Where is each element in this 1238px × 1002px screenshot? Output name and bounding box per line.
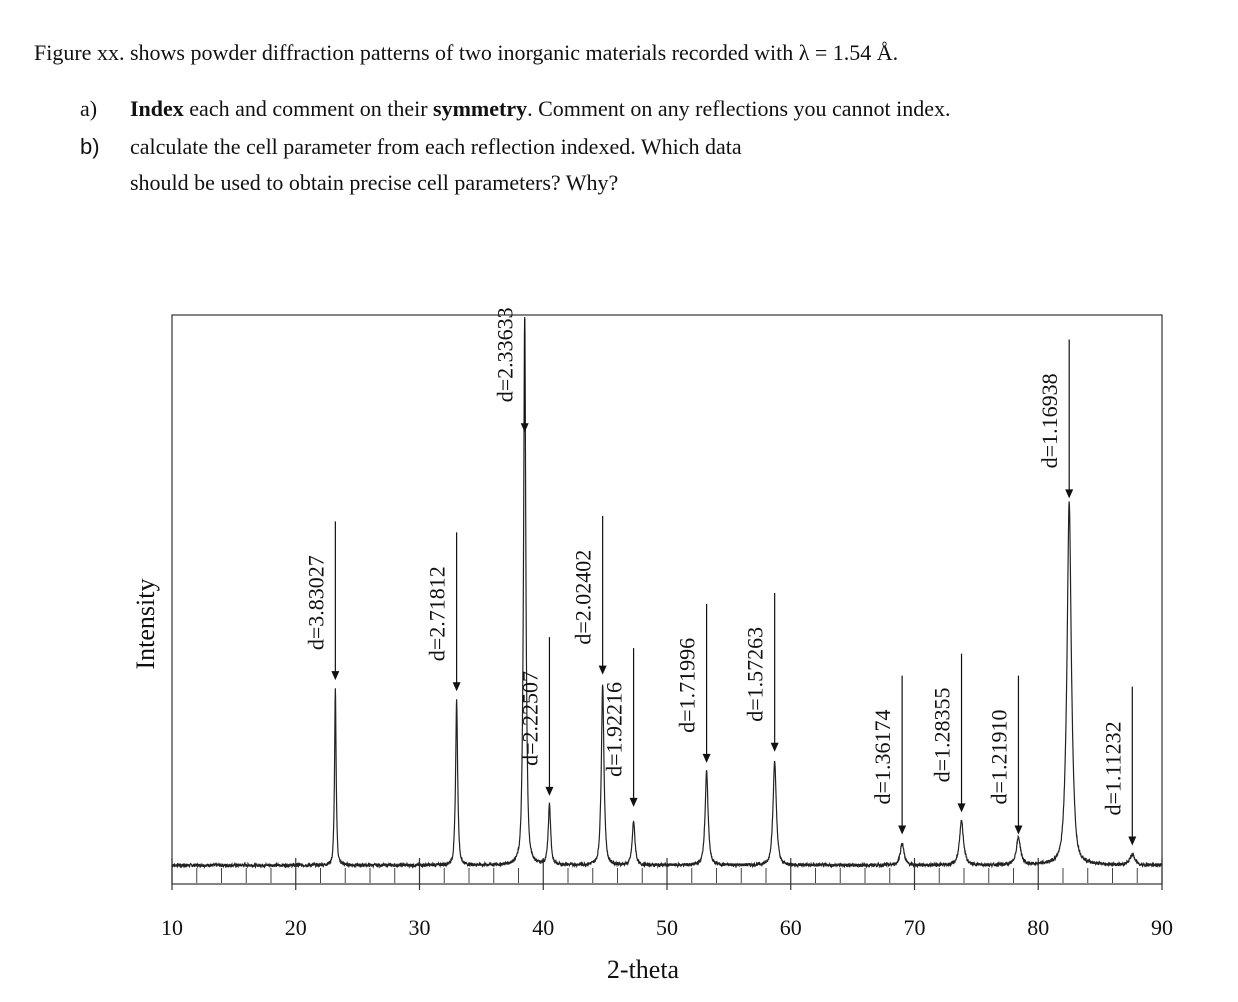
peak-marker: d=1.21910 (986, 675, 1023, 835)
part-a-text1: each and comment on their (183, 96, 434, 121)
peak-marker: d=2.33633 (493, 307, 529, 433)
marker-arrowhead (545, 786, 554, 796)
x-tick-labels: 10 20 30 40 50 60 70 80 90 (161, 915, 1173, 940)
part-a-text2: . Comment on any reflections you cannot … (527, 96, 951, 121)
peak-d-label: d=1.71996 (675, 638, 700, 733)
x-tick-label: 70 (904, 915, 926, 940)
peak-d-label: d=3.83027 (303, 555, 328, 650)
peak-marker: d=1.16938 (1037, 339, 1074, 499)
peak-marker: d=1.57263 (743, 593, 779, 752)
peak-marker: d=1.11232 (1100, 686, 1137, 846)
marker-arrowhead (1128, 836, 1137, 846)
marker-arrowhead (520, 423, 529, 433)
question-intro: Figure xx. shows powder diffraction patt… (34, 40, 899, 65)
peak-d-label: d=1.36174 (870, 710, 895, 805)
peak-marker: d=1.36174 (870, 675, 907, 835)
part-b-marker: b) (80, 134, 100, 159)
peak-marker: d=2.71812 (425, 532, 461, 692)
peak-d-label: d=1.11232 (1100, 721, 1125, 815)
x-tick-label: 90 (1151, 915, 1173, 940)
diffraction-pattern-line (171, 316, 1163, 870)
x-tick-label: 50 (656, 915, 678, 940)
peak-d-label: d=1.57263 (743, 627, 768, 722)
peak-marker: d=2.02402 (571, 515, 607, 675)
peak-marker: d=1.71996 (675, 604, 711, 763)
part-b-line2: should be used to obtain precise cell pa… (130, 170, 619, 195)
peak-d-label: d=1.16938 (1037, 373, 1062, 468)
x-tick-label: 60 (780, 915, 802, 940)
x-tick-label: 30 (409, 915, 431, 940)
marker-arrowhead (452, 682, 461, 692)
y-axis-label: Intensity (131, 579, 160, 670)
part-a-text: Index each and comment on their symmetry… (130, 96, 951, 122)
minor-ticks (196, 868, 1138, 883)
marker-arrowhead (957, 803, 966, 813)
peak-d-label: d=1.28355 (930, 687, 955, 782)
marker-arrowhead (1065, 489, 1074, 499)
part-a-marker: a) (80, 96, 98, 121)
marker-arrowhead (629, 797, 638, 807)
peak-marker: d=1.28355 (930, 653, 966, 813)
peak-d-label: d=1.21910 (986, 710, 1011, 805)
part-b-line1: calculate the cell parameter from each r… (130, 134, 742, 159)
peak-marker: d=1.92216 (602, 648, 638, 807)
marker-arrowhead (702, 753, 711, 763)
peak-d-label: d=2.22507 (517, 671, 542, 766)
peak-marker: d=2.22507 (517, 637, 554, 796)
part-a-bold-index: Index (130, 96, 184, 121)
marker-arrowhead (770, 742, 779, 752)
marker-arrowhead (331, 671, 340, 681)
x-tick-label: 10 (161, 915, 183, 940)
x-tick-label: 80 (1027, 915, 1049, 940)
x-tick-label: 20 (285, 915, 307, 940)
x-axis-label: 2-theta (607, 955, 680, 984)
part-a-bold-symmetry: symmetry (433, 96, 528, 121)
peak-d-label: d=2.02402 (571, 550, 596, 645)
peak-markers: d=3.83027 d=2.71812 d=2.33633 d=2.22507 d=2.… (303, 307, 1137, 846)
major-ticks (171, 858, 1163, 890)
x-tick-label: 40 (532, 915, 554, 940)
peak-d-label: d=2.33633 (493, 307, 518, 402)
marker-arrowhead (898, 825, 907, 835)
marker-arrowhead (598, 665, 607, 675)
marker-arrowhead (1014, 825, 1023, 835)
peak-marker: d=3.83027 (303, 521, 340, 681)
peak-d-label: d=1.92216 (602, 682, 627, 777)
peak-d-label: d=2.71812 (425, 566, 450, 661)
